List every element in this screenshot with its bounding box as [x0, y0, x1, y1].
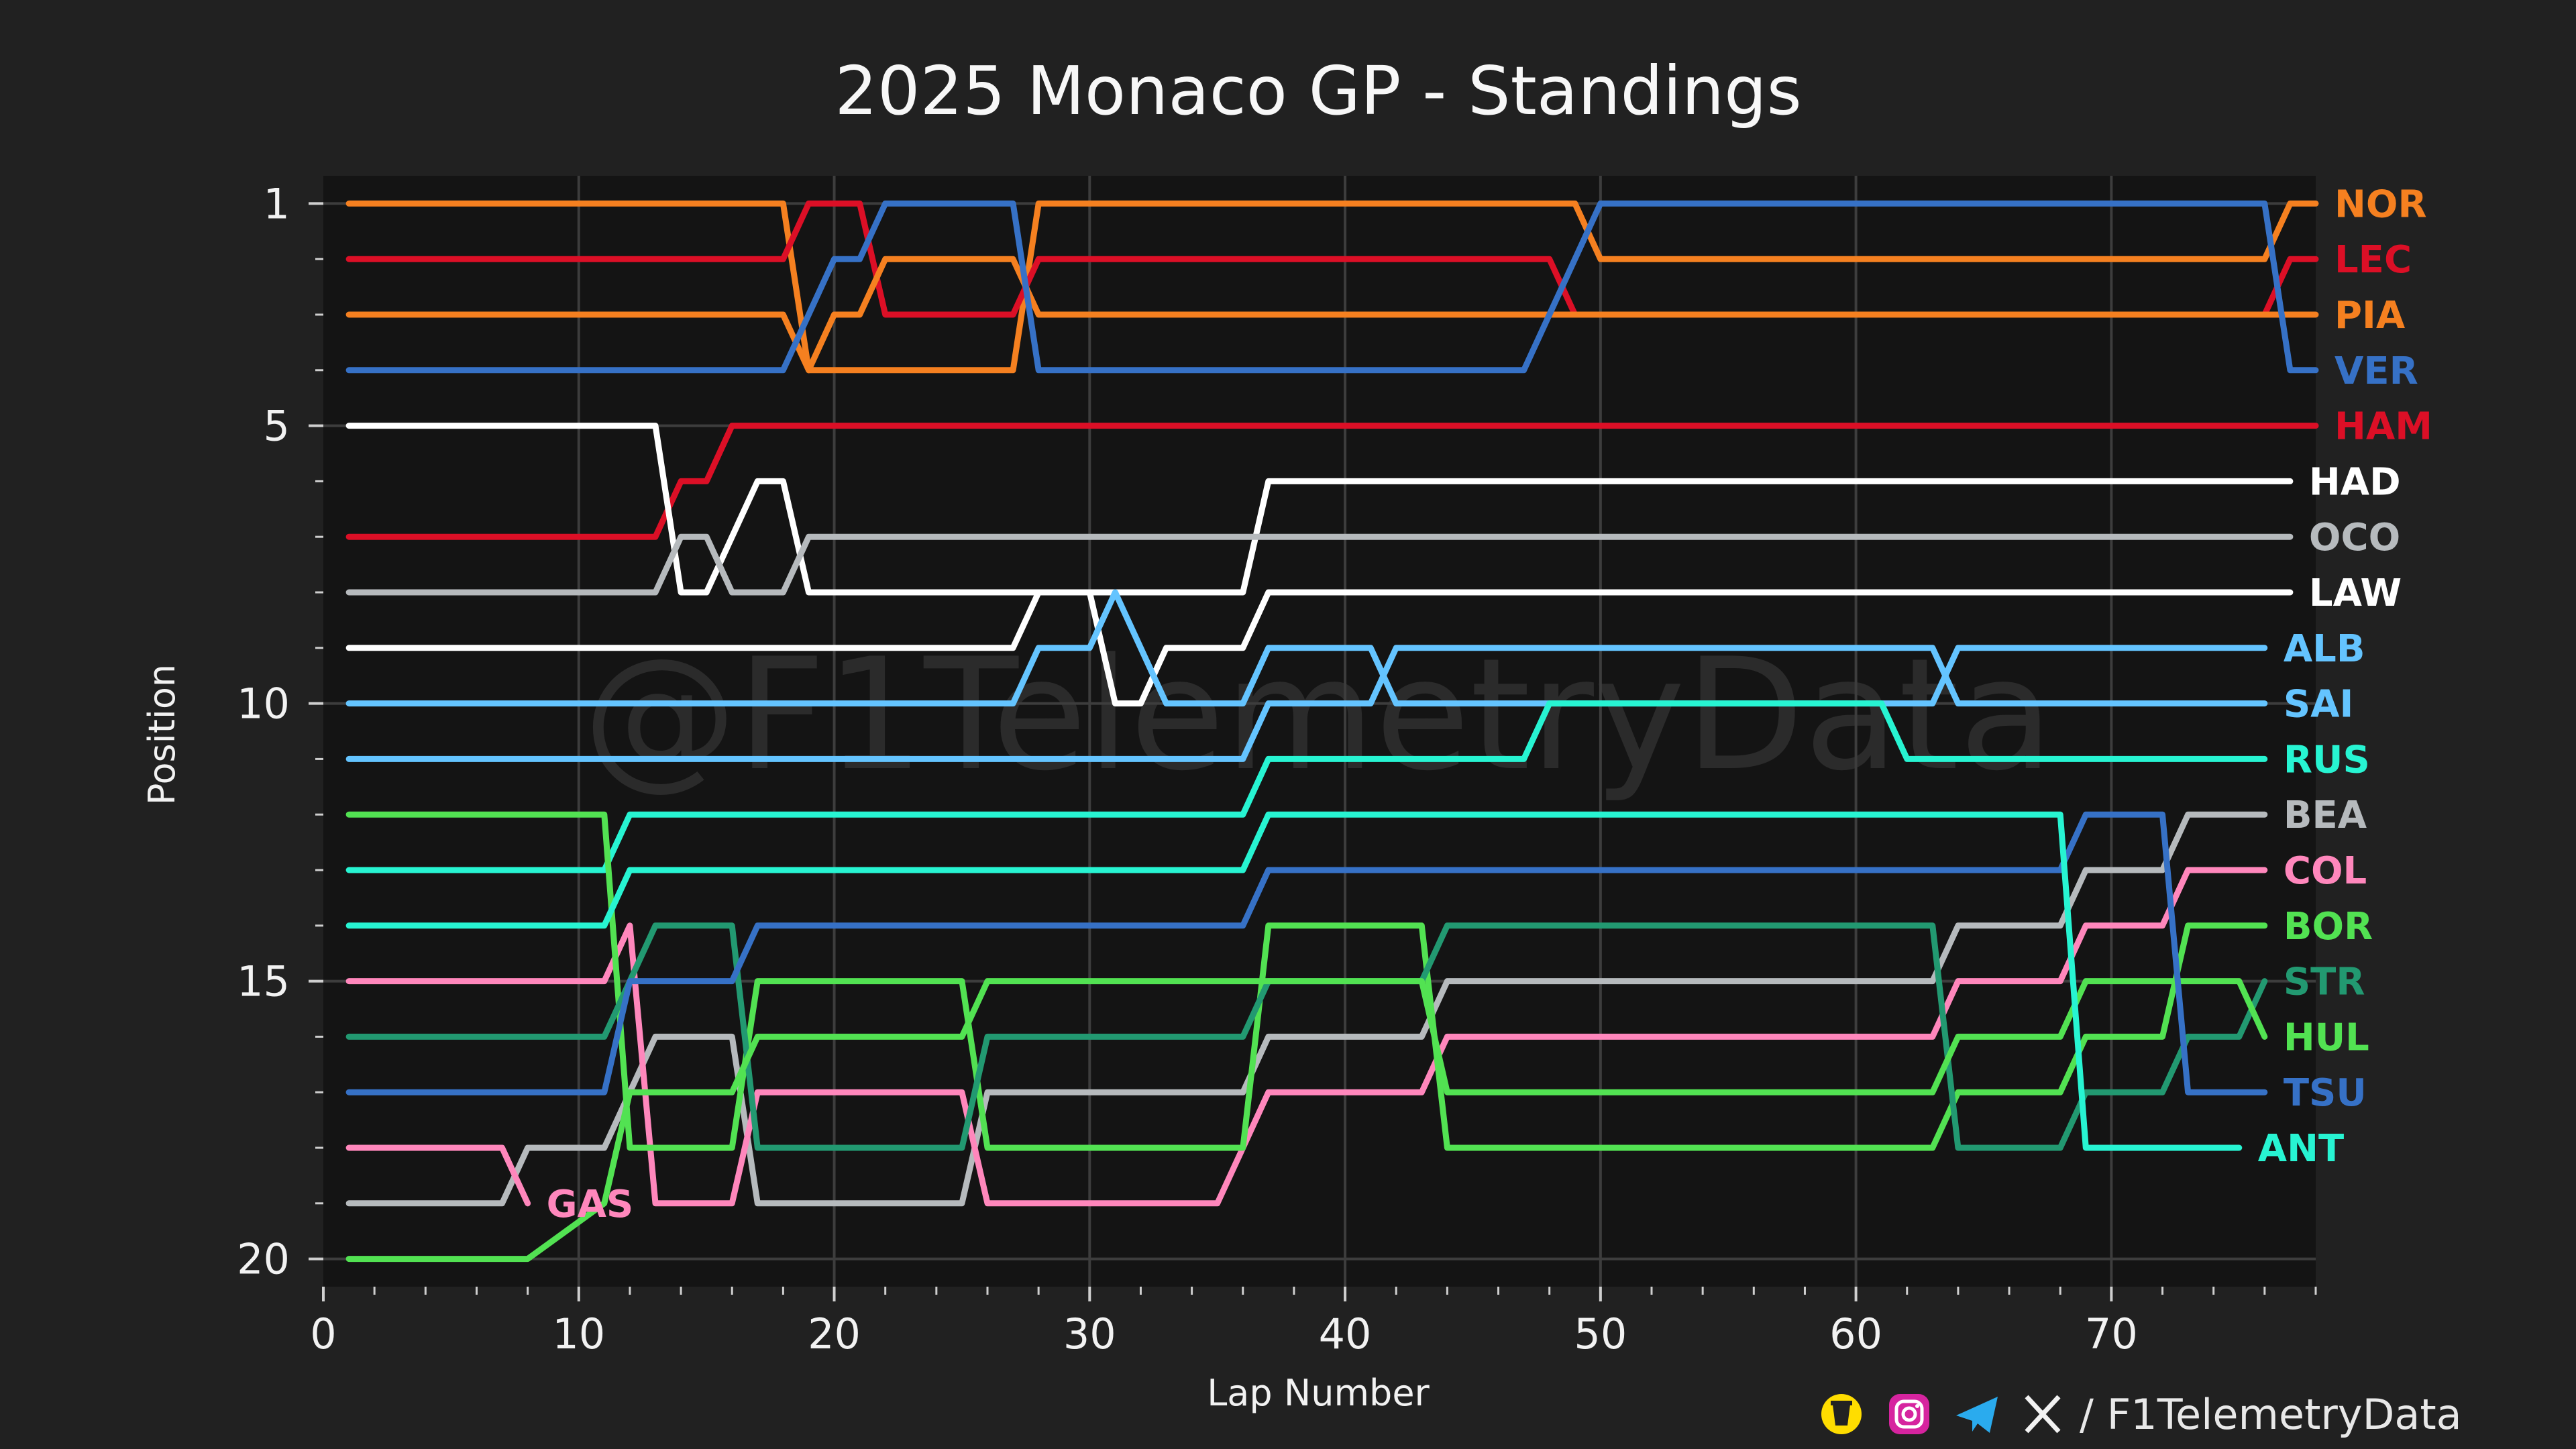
x-tick-label: 20 [808, 1309, 861, 1358]
series-line-sai [345, 645, 2268, 762]
driver-label-nor: NOR [2334, 182, 2427, 226]
y-tick-label: 1 [264, 179, 290, 228]
driver-label-sai: SAI [2284, 683, 2354, 727]
driver-label-hul: HUL [2284, 1016, 2369, 1059]
series-line-law [345, 589, 2294, 707]
chart-title: 2025 Monaco GP - Standings [835, 52, 1801, 130]
x-tick-label: 10 [552, 1309, 605, 1358]
driver-label-str: STR [2284, 961, 2365, 1004]
driver-label-gas: GAS [547, 1183, 634, 1226]
driver-label-ham: HAM [2334, 405, 2432, 449]
series-line-col [345, 867, 2268, 1207]
driver-label-alb: ALB [2284, 627, 2365, 671]
x-icon[interactable] [2025, 1395, 2061, 1434]
series-line-oco [345, 533, 2294, 596]
series-line-rus [345, 700, 2268, 873]
y-tick-label: 10 [237, 680, 290, 729]
driver-label-col: COL [2284, 849, 2367, 893]
plot-area [323, 176, 2316, 1287]
series-line-had [345, 423, 2294, 596]
x-tick-label: 40 [1319, 1309, 1372, 1358]
buymeacoffee-icon[interactable] [1821, 1394, 1862, 1434]
x-tick-label: 60 [1829, 1309, 1882, 1358]
driver-label-pia: PIA [2334, 294, 2406, 337]
series-line-hul [345, 978, 2268, 1263]
series-line-bor [345, 811, 2268, 1151]
instagram-icon[interactable] [1889, 1394, 1929, 1434]
driver-label-ant: ANT [2258, 1127, 2344, 1171]
driver-label-tsu: TSU [2284, 1071, 2367, 1115]
series-lines [345, 200, 2319, 1263]
watermark: @F1TelemetryData [583, 626, 2054, 805]
x-tick-label: 70 [2085, 1309, 2138, 1358]
driver-label-had: HAD [2309, 460, 2401, 504]
series-line-ham [345, 423, 2319, 540]
telegram-icon[interactable] [1956, 1397, 1998, 1433]
series-line-ver [345, 200, 2319, 374]
credit-handle[interactable]: / F1TelemetryData [2080, 1390, 2462, 1439]
series-line-pia [345, 256, 2319, 374]
y-tick-label: 15 [237, 957, 290, 1006]
driver-label-law: LAW [2309, 572, 2402, 615]
driver-label-ver: VER [2334, 350, 2418, 393]
driver-label-rus: RUS [2284, 738, 2370, 782]
y-axis-label: Position [141, 664, 183, 805]
series-line-bea [345, 811, 2268, 1207]
driver-label-bor: BOR [2284, 905, 2373, 949]
driver-label-oco: OCO [2309, 516, 2400, 559]
driver-labels: NOR LEC PIA VER HAM HAD OCO LAW ALB SAI RUS BEA COL B… [547, 182, 2432, 1226]
driver-label-bea: BEA [2284, 794, 2367, 837]
driver-label-lec: LEC [2334, 238, 2412, 282]
series-line-gas [345, 1144, 531, 1207]
y-tick-label: 5 [264, 402, 290, 451]
x-tick-label: 50 [1574, 1309, 1627, 1358]
social-credit: / F1TelemetryData [1821, 1390, 2462, 1439]
x-tick-label: 30 [1063, 1309, 1116, 1358]
x-tick-label: 0 [310, 1309, 336, 1358]
series-line-ant [345, 811, 2243, 1151]
y-tick-label: 20 [237, 1235, 290, 1284]
series-line-tsu [345, 811, 2268, 1095]
x-axis-label: Lap Number [1207, 1372, 1430, 1414]
